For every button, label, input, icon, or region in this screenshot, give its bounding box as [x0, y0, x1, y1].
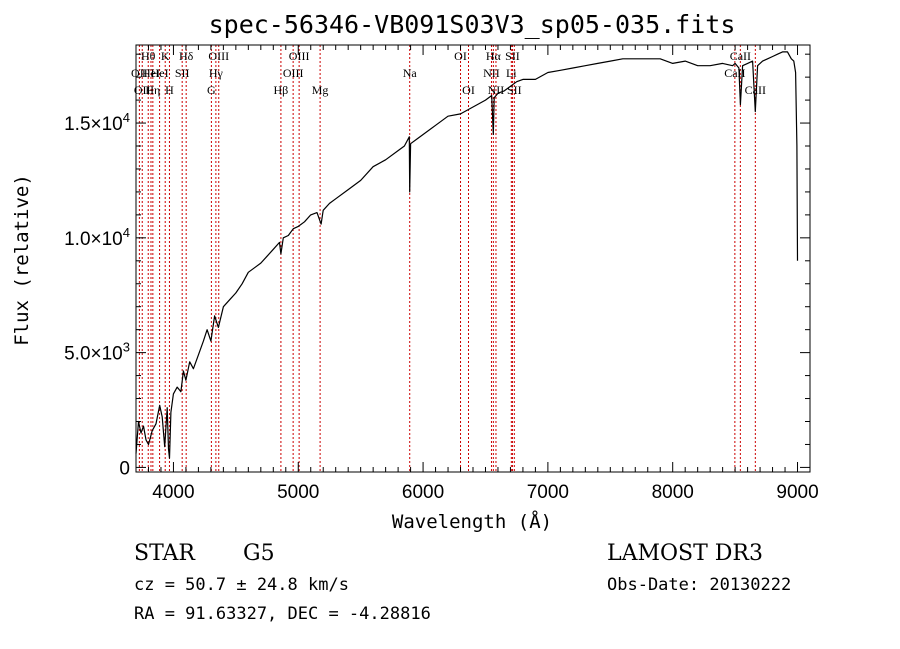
x-tick-label: 9000: [776, 482, 818, 503]
x-axis: 4000 5000 6000 7000 8000 9000: [135, 45, 819, 503]
spectrum-line: [135, 51, 799, 459]
spectral-line-label: Hα: [486, 49, 502, 63]
spectral-line-label: NII: [483, 66, 500, 80]
observation-date: Obs-Date: 20130222: [607, 575, 791, 595]
sky-coordinates: RA = 91.63327, DEC = -4.28816: [134, 604, 431, 624]
x-tick-label: 7000: [527, 482, 569, 503]
spectral-line-label: Hθ: [141, 49, 156, 63]
spectral-line-label: NII: [488, 83, 505, 97]
y-tick-label: 5.0×103: [64, 340, 130, 365]
spectral-line-label: SII: [507, 83, 522, 97]
spectral-line-label: SII: [505, 49, 520, 63]
plot-frame: [135, 44, 811, 473]
y-axis-label: Flux (relative): [11, 174, 33, 346]
y-tick-label: 0: [119, 458, 130, 479]
spectral-line-label: Li: [506, 66, 517, 80]
spectral-line-label: Hγ: [209, 66, 224, 80]
spectral-line-label: K: [161, 49, 170, 63]
spectral-line-label: Hη: [145, 83, 160, 97]
spectral-line-label: CaII: [724, 66, 745, 80]
spectral-line-label: G: [207, 83, 216, 97]
redshift-velocity: cz = 50.7 ± 24.8 km/s: [134, 575, 349, 595]
x-axis-label: Wavelength (Å): [392, 510, 552, 533]
spectral-line-labels: OIIOIIHθHeIHηHeIKHSIIHδGHγOIIIHβOIIIOIII…: [131, 49, 766, 97]
survey-name: LAMOST DR3: [607, 541, 763, 566]
spectral-line-label: OIII: [283, 66, 304, 80]
spectral-line-label: HeI: [142, 66, 160, 80]
spectral-line-label: Hδ: [179, 49, 194, 63]
chart-title: spec-56346-VB091S03V3_sp05-035.fits: [209, 10, 736, 39]
object-subclass: G5: [243, 541, 275, 566]
spectral-line-label: Na: [403, 66, 418, 80]
spectral-line-label: SII: [175, 66, 190, 80]
spectral-line-label: OI: [454, 49, 467, 63]
y-tick-label: 1.0×104: [64, 225, 130, 250]
x-tick-label: 5000: [277, 482, 319, 503]
spectral-line-label: OII: [131, 66, 148, 80]
spectral-line-label: OIII: [289, 49, 310, 63]
spectral-line-label: Mg: [312, 83, 329, 97]
spectral-line-label: OII: [134, 83, 151, 97]
x-tick-label: 6000: [402, 482, 444, 503]
spectral-line-label: Hβ: [274, 83, 289, 97]
spectral-line-label: OI: [462, 83, 475, 97]
spectral-line-label: CaII: [745, 83, 766, 97]
spectral-line-label: OIII: [208, 49, 229, 63]
y-axis: 0 5.0×103 1.0×104 1.5×104: [64, 53, 810, 479]
spectral-line-label: CaII: [730, 49, 751, 63]
spectral-line-label: H: [165, 83, 174, 97]
x-tick-label: 8000: [652, 482, 694, 503]
x-tick-label: 4000: [152, 482, 194, 503]
spectral-line-label: HeI: [151, 66, 169, 80]
spectral-line-markers: [138, 45, 756, 472]
y-tick-label: 1.5×104: [64, 110, 130, 135]
object-class: STAR: [134, 541, 196, 566]
